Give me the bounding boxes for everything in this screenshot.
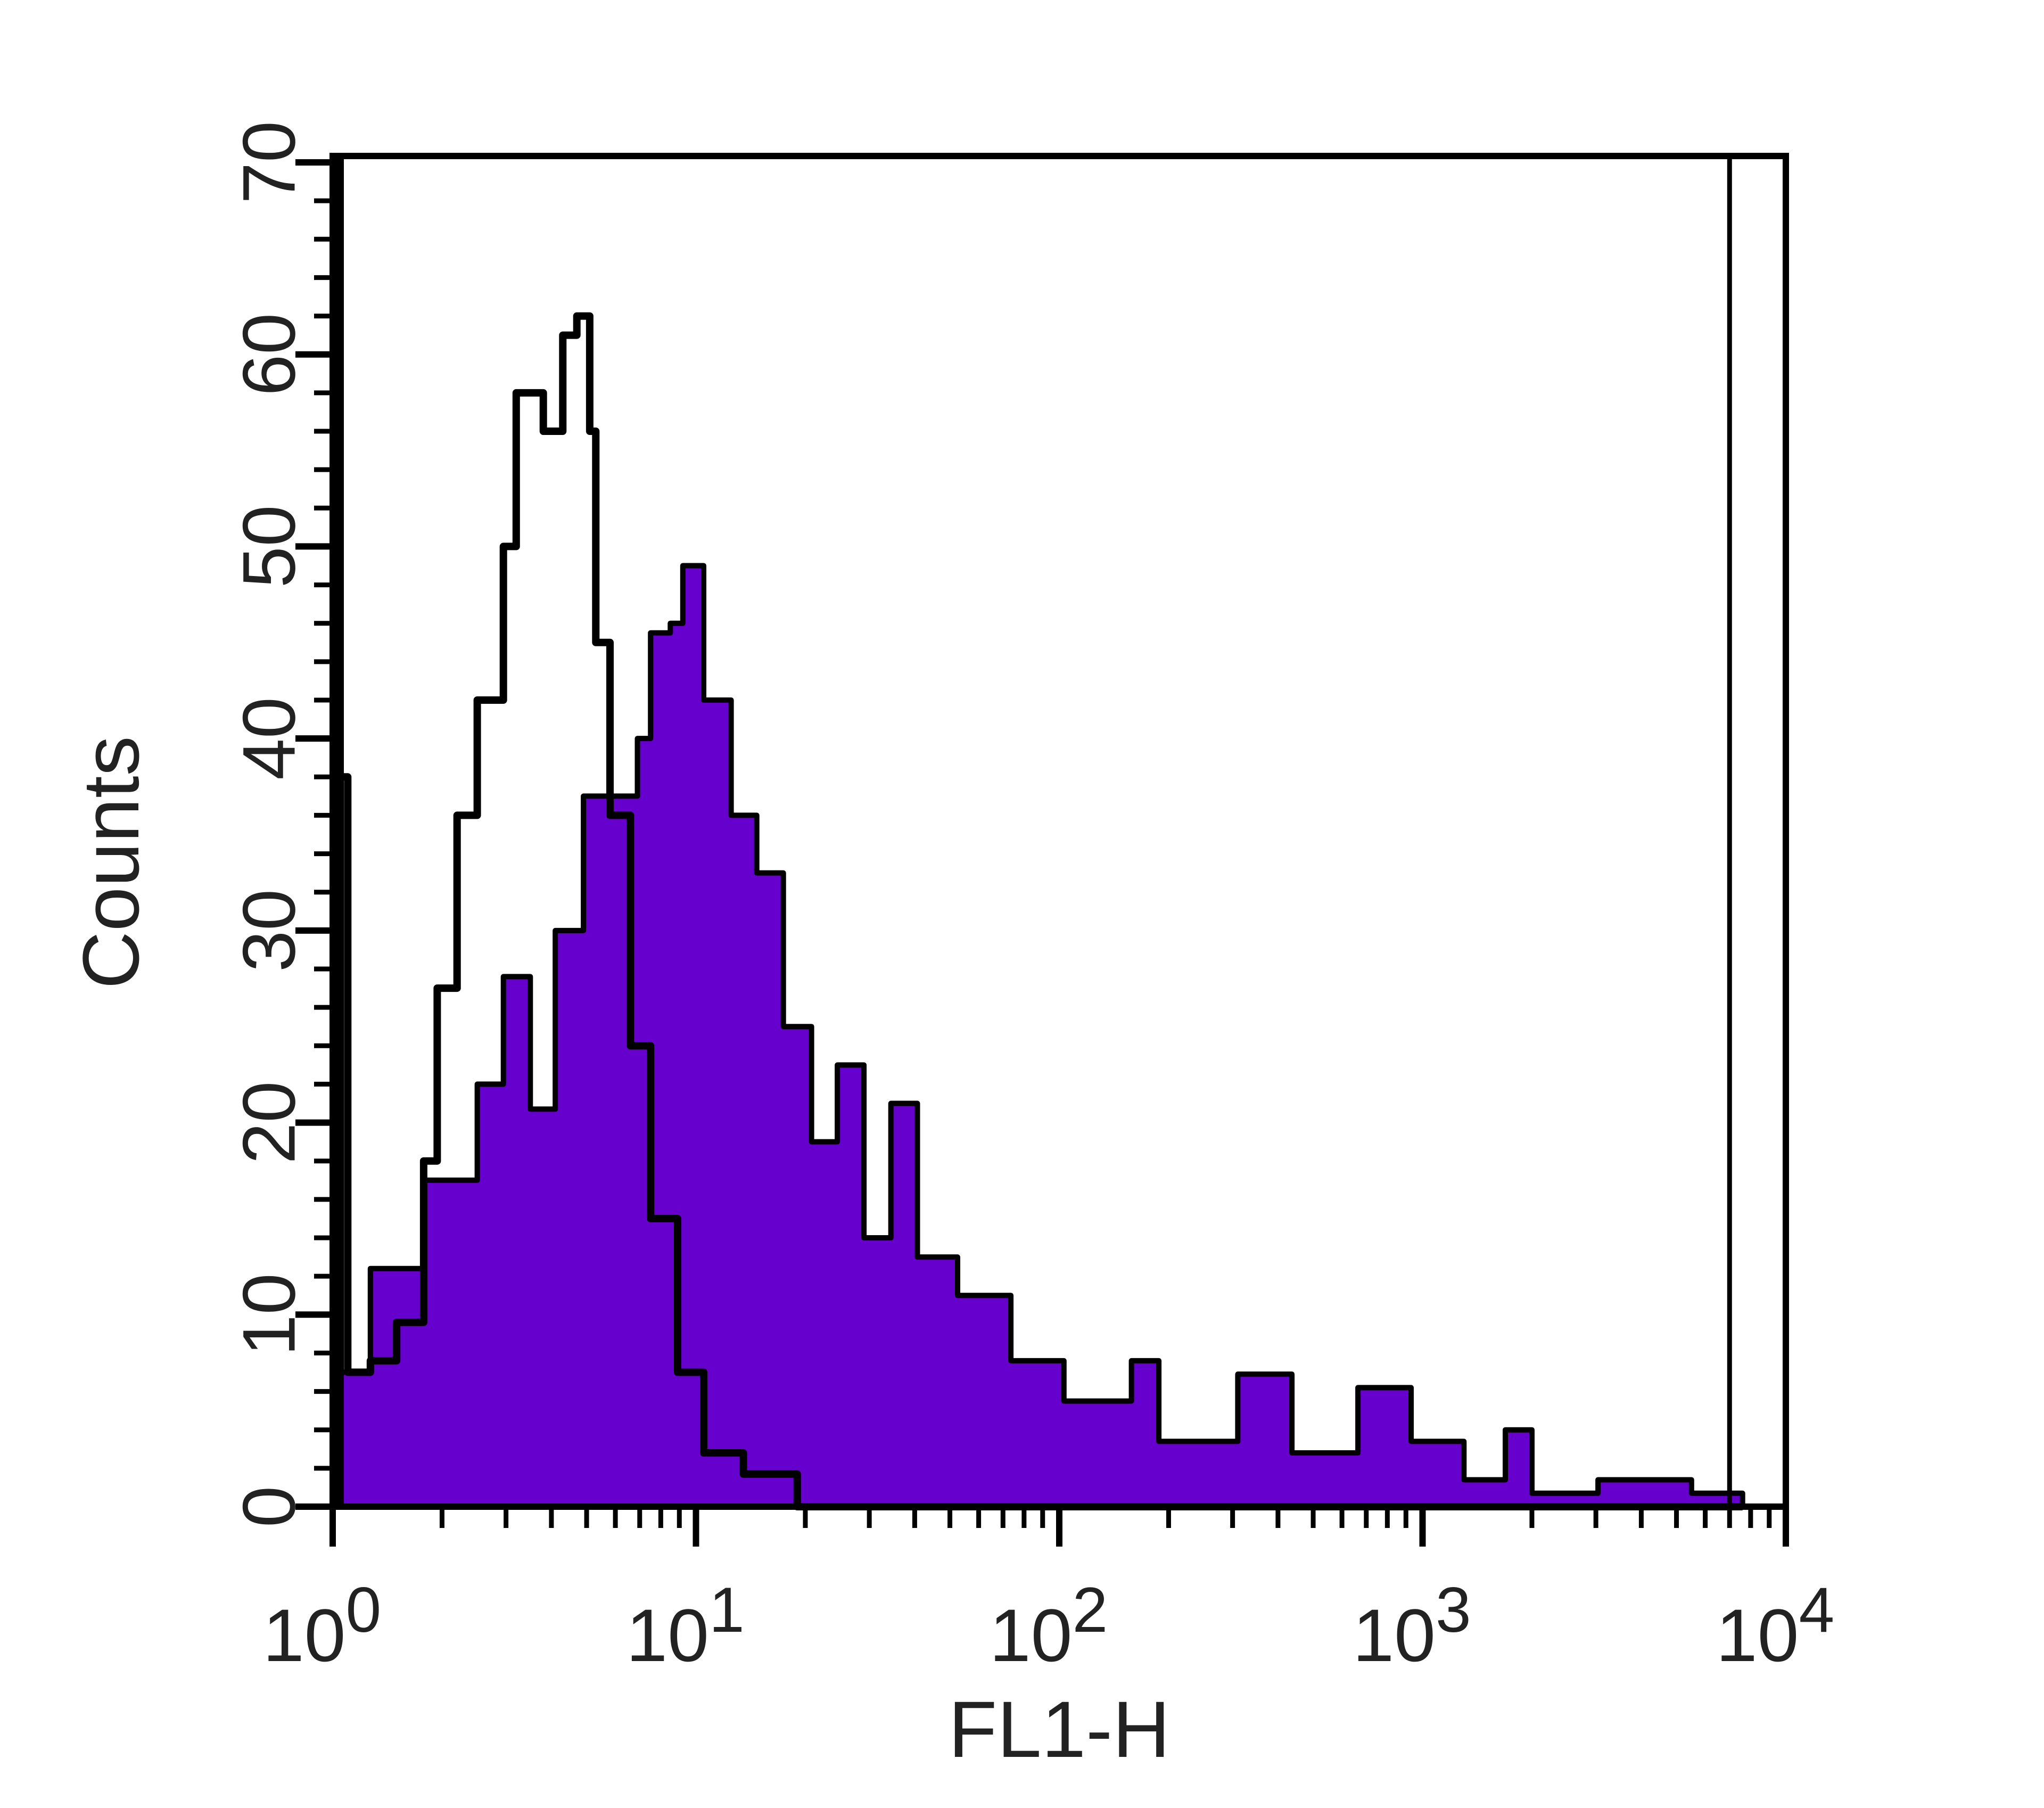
y-tick-label: 40 bbox=[227, 697, 311, 780]
outline-histogram-series bbox=[333, 159, 1743, 1510]
y-axis-label: Counts bbox=[66, 736, 155, 989]
y-tick-label: 50 bbox=[227, 505, 311, 588]
x-tick-label: 104 bbox=[1716, 1574, 1834, 1677]
series-layer bbox=[330, 159, 1745, 1510]
filled-histogram-series bbox=[330, 563, 1745, 1509]
x-tick-label: 102 bbox=[990, 1574, 1108, 1677]
y-tick-label: 30 bbox=[227, 889, 311, 972]
x-tick-label: 100 bbox=[263, 1574, 381, 1677]
x-tick-label: 103 bbox=[1353, 1574, 1471, 1677]
y-tick-label: 70 bbox=[227, 121, 311, 204]
x-tick-label: 101 bbox=[626, 1574, 744, 1677]
axes-layer: 0 10 20 30 40 50 60 70 100 101 102 103 104 bbox=[227, 121, 1835, 1677]
y-tick-label: 10 bbox=[227, 1273, 311, 1356]
y-tick-label: 0 bbox=[227, 1486, 311, 1527]
y-tick-label: 20 bbox=[227, 1081, 311, 1164]
y-tick-label: 60 bbox=[227, 313, 311, 396]
x-axis-label: FL1-H bbox=[949, 1684, 1171, 1774]
